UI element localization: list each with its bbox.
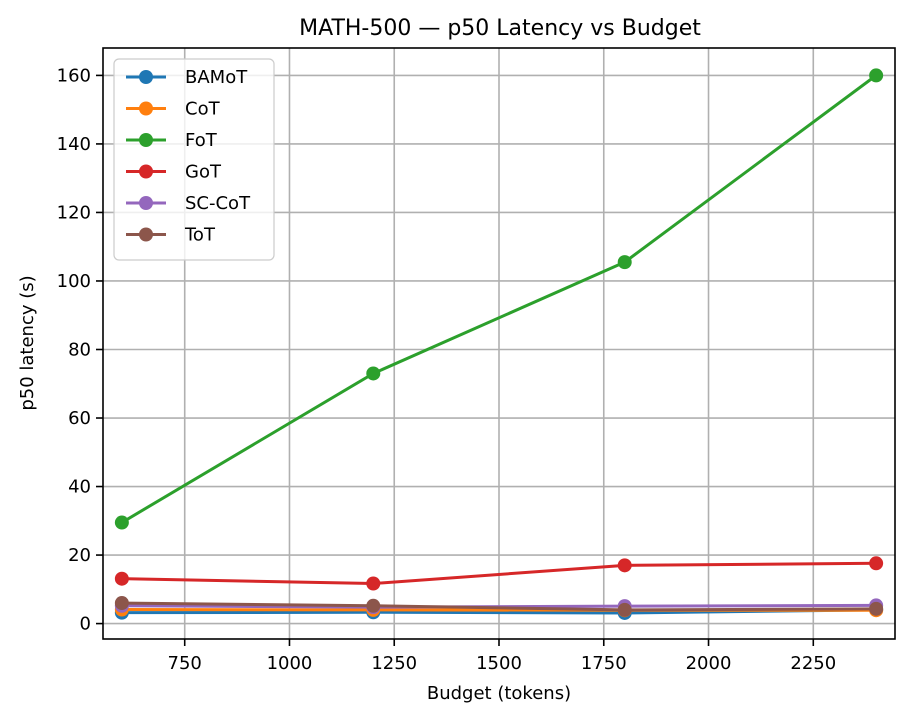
x-tick-label: 750 — [168, 653, 202, 674]
y-tick-label: 100 — [57, 271, 91, 292]
y-tick-label: 40 — [68, 477, 91, 498]
series-line — [120, 601, 878, 612]
legend-label: FoT — [185, 130, 218, 151]
legend-item: ToT — [126, 225, 216, 246]
data-point — [617, 602, 632, 617]
data-point — [114, 515, 129, 530]
legend-marker — [139, 133, 153, 147]
data-point — [869, 601, 884, 616]
x-axis-ticks: 750 1000 1250 1500 1750 2000 2250 — [168, 639, 836, 674]
data-point — [869, 68, 884, 83]
x-axis-label: Budget (tokens) — [427, 683, 571, 704]
y-tick-label: 80 — [68, 339, 91, 360]
chart-title: MATH-500 — p50 Latency vs Budget — [299, 16, 701, 41]
legend-item: BAMoT — [126, 67, 248, 88]
y-tick-label: 120 — [57, 202, 91, 223]
legend-marker — [139, 164, 153, 179]
x-tick-label: 1500 — [476, 653, 522, 674]
data-point — [366, 366, 381, 381]
y-tick-label: 0 — [80, 614, 91, 635]
legend-label: ToT — [184, 225, 216, 246]
legend-item: SC-CoT — [126, 193, 251, 214]
series-line — [119, 73, 879, 525]
legend-marker — [139, 196, 153, 210]
legend-marker — [139, 227, 153, 242]
y-tick-label: 20 — [68, 545, 91, 566]
data-point — [617, 255, 632, 270]
data-point — [114, 571, 129, 586]
series-tot — [114, 596, 884, 617]
legend-marker — [139, 70, 153, 84]
y-tick-label: 160 — [57, 65, 91, 86]
data-point — [617, 558, 632, 573]
x-tick-label: 2000 — [686, 653, 732, 674]
y-axis-ticks: 0 20 40 60 80 100 120 140 160 — [57, 65, 103, 635]
x-tick-label: 1750 — [581, 653, 627, 674]
x-tick-label: 2250 — [790, 653, 836, 674]
legend-label: SC-CoT — [185, 193, 251, 214]
x-tick-label: 1000 — [267, 653, 313, 674]
legend-item: CoT — [126, 99, 221, 120]
series-fot — [114, 68, 884, 530]
y-tick-label: 140 — [57, 134, 91, 155]
legend: BAMoT CoT FoT GoT SC-CoT ToT — [113, 58, 275, 261]
data-point — [114, 596, 129, 611]
series-got — [114, 556, 884, 591]
series-layer — [114, 68, 884, 620]
x-tick-label: 1250 — [371, 653, 417, 674]
data-point — [869, 556, 884, 571]
legend-item: FoT — [126, 130, 218, 151]
legend-label: CoT — [185, 99, 221, 120]
legend-item: GoT — [126, 162, 222, 183]
y-tick-label: 60 — [68, 408, 91, 429]
series-line — [120, 561, 878, 585]
y-axis-label: p50 latency (s) — [17, 275, 38, 410]
data-point — [366, 576, 381, 591]
data-point — [366, 598, 381, 613]
legend-label: BAMoT — [185, 67, 248, 88]
grid-lines — [103, 48, 895, 639]
legend-label: GoT — [185, 162, 222, 183]
legend-marker — [139, 101, 153, 116]
